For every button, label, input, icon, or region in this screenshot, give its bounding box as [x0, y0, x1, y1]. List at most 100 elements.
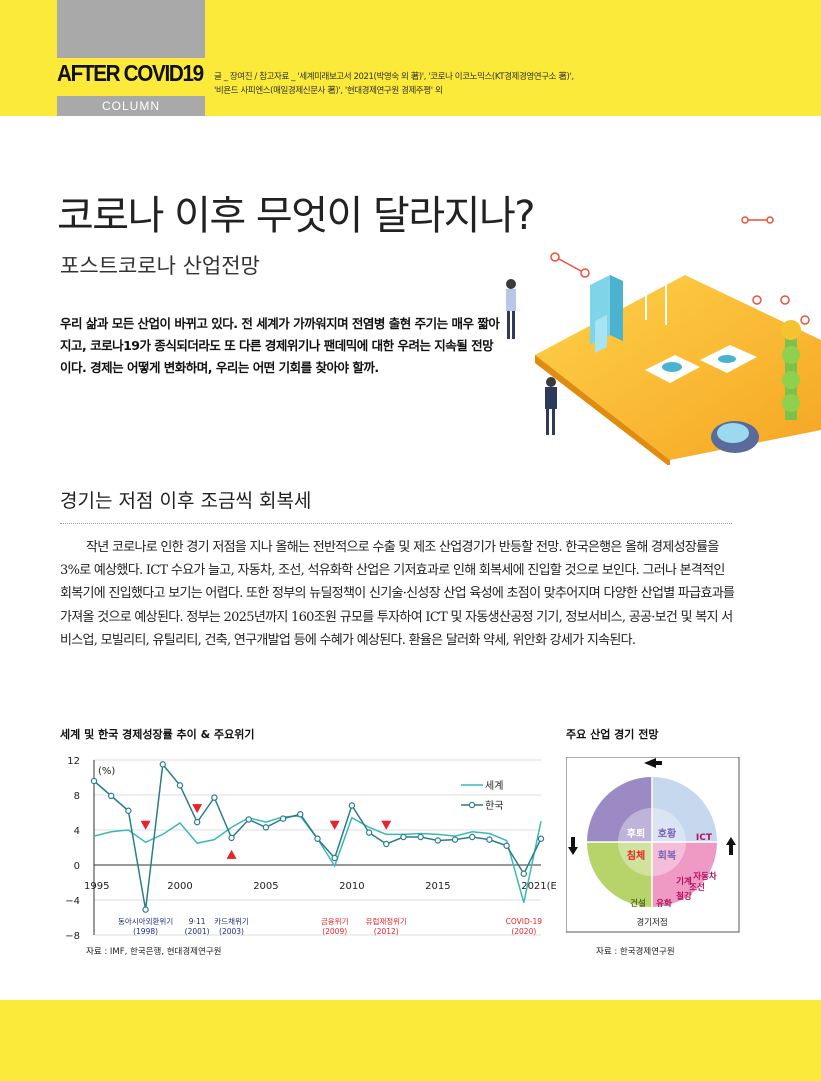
industry-cycle-chart: 후퇴 호황 침체 회복 ICT 자동차 조선 기계 철강 유화 건설 경기저점: [566, 757, 740, 933]
data-point: [90, 777, 98, 785]
header-tab: [57, 0, 205, 58]
crisis-label: 동아시아외환위기: [118, 916, 173, 926]
industry-label-petrochem: 유화: [656, 898, 672, 909]
industry-label-construction: 건설: [630, 898, 646, 909]
data-point: [142, 906, 149, 913]
data-point: [193, 818, 201, 826]
data-point: [245, 816, 252, 823]
crisis-year-label: (2001): [185, 927, 210, 936]
column-label: COLUMN: [57, 96, 205, 116]
data-point: [159, 761, 166, 768]
crisis-year-label: (2009): [322, 927, 347, 936]
x-tick-label: 2010: [339, 881, 364, 892]
legend-label: 한국: [485, 800, 503, 812]
brand-title: AFTER COVID19: [57, 60, 204, 86]
wind-turbine-icon: [645, 275, 647, 320]
crisis-year-label: (2012): [374, 927, 399, 936]
y-axis-label: (%): [98, 766, 115, 777]
data-point: [365, 829, 373, 836]
sources-line-2: '비욘드 사피엔스(매일경제신문사 著)', '현대경제연구원 경제주평' 외: [214, 86, 443, 96]
data-point: [314, 835, 321, 842]
crisis-label: 유럽재정위기: [366, 916, 407, 926]
x-tick-label: 2021(E): [521, 881, 556, 892]
y-tick-label: −8: [65, 931, 80, 942]
crisis-year-label: (2003): [219, 927, 244, 936]
article-title: 코로나 이후 무엇이 달라지나?: [57, 193, 535, 239]
article-subtitle: 포스트코로나 산업전망: [60, 254, 260, 278]
section-divider: [60, 523, 732, 524]
phase-label-recovery: 회복: [658, 849, 676, 862]
data-point: [486, 836, 493, 843]
drone-icon: [550, 216, 810, 325]
data-point: [520, 870, 528, 877]
tree-tower-icon: [781, 320, 801, 420]
crisis-marker-down: [381, 820, 392, 830]
crisis-marker-down: [329, 820, 340, 830]
quadrant-slump: [587, 842, 652, 907]
data-point: [279, 815, 287, 822]
industry-label-shipbuilding: 조선: [689, 882, 705, 893]
growth-line-chart: 12 8 4 0 −4 −8 (%) 1995 2000 2005 2010 2015 2021(E) 세…: [65, 756, 556, 942]
chart-source-industry: 자료 : 한국경제연구원: [596, 947, 675, 957]
data-point: [400, 833, 407, 841]
arrow-up-icon: [726, 837, 736, 845]
article-sources: 글 _ 장여진 / 참고자료 _ '세계미래보고서 2021(박영숙 외 著)'…: [214, 70, 774, 98]
phone-edge: [535, 355, 670, 465]
crisis-label: 카드채위기: [214, 916, 249, 926]
data-point: [125, 807, 132, 814]
y-tick-label: 8: [74, 791, 80, 802]
y-tick-label: −4: [65, 896, 80, 907]
arrow-down-icon: [568, 847, 578, 855]
data-point: [434, 837, 442, 844]
x-tick-label: 2000: [167, 881, 192, 892]
person-icon-1: [506, 279, 516, 339]
data-point: [228, 834, 235, 842]
chart-title-growth: 세계 및 한국 경제성장률 추이 & 주요위기: [60, 728, 255, 741]
data-point: [348, 802, 356, 809]
footer-band: [0, 1000, 821, 1081]
data-point: [417, 833, 424, 841]
y-tick-label: 12: [67, 756, 80, 767]
data-point: [537, 835, 545, 842]
person-icon-2: [545, 377, 557, 435]
y-tick-label: 4: [74, 826, 80, 837]
industry-label-ict: ICT: [696, 833, 713, 843]
y-tick-label: 0: [74, 861, 80, 872]
data-point: [176, 782, 184, 789]
crisis-year-label: (2020): [511, 927, 536, 936]
phase-label-slump: 침체: [627, 849, 645, 862]
quadrant-recession: [587, 777, 652, 842]
data-point: [469, 833, 476, 841]
chart-title-industry: 주요 산업 경기 전망: [566, 728, 659, 741]
quadrant-recovery: [652, 842, 717, 907]
robot-car-icon: [711, 421, 759, 453]
series-line-world: [93, 815, 542, 903]
x-tick-label: 2005: [253, 881, 278, 892]
sources-line-1: 글 _ 장여진 / 참고자료 _ '세계미래보고서 2021(박영숙 외 著)'…: [214, 72, 574, 82]
crisis-marker-down: [140, 820, 151, 830]
crisis-label: 9·11: [189, 917, 206, 926]
quadrant-boom: [652, 777, 717, 842]
industry-label-machinery: 기계: [676, 876, 692, 887]
smart-city-illustration: [506, 216, 821, 465]
data-point: [211, 794, 218, 801]
industry-label-steel: 철강: [676, 891, 692, 902]
crisis-marker-down: [192, 804, 203, 814]
crisis-marker-up: [226, 849, 237, 859]
arrow-left-icon: [644, 758, 656, 768]
data-point: [107, 792, 115, 800]
data-point: [451, 836, 459, 843]
data-point: [383, 840, 390, 848]
legend-label: 세계: [485, 780, 503, 792]
legend-marker: [468, 801, 476, 809]
x-tick-label: 2015: [425, 881, 450, 892]
chart-source-growth: 자료 : IMF, 한국은행, 현대경제연구원: [86, 947, 222, 957]
crisis-label: COVID-19: [506, 917, 543, 926]
article-body: 작년 코로나로 인한 경기 저점을 지나 올해는 전반적으로 수출 및 제조 산…: [60, 540, 735, 648]
crisis-year-label: (1998): [133, 927, 158, 936]
phase-label-recession: 후퇴: [627, 827, 645, 840]
phase-label-boom: 호황: [658, 827, 677, 840]
industry-label-auto: 자동차: [693, 871, 717, 882]
crisis-label: 금융위기: [321, 917, 349, 926]
article-lead: 우리 삶과 모든 산업이 바뀌고 있다. 전 세계가 가까워지며 전염병 출현 …: [60, 316, 500, 375]
